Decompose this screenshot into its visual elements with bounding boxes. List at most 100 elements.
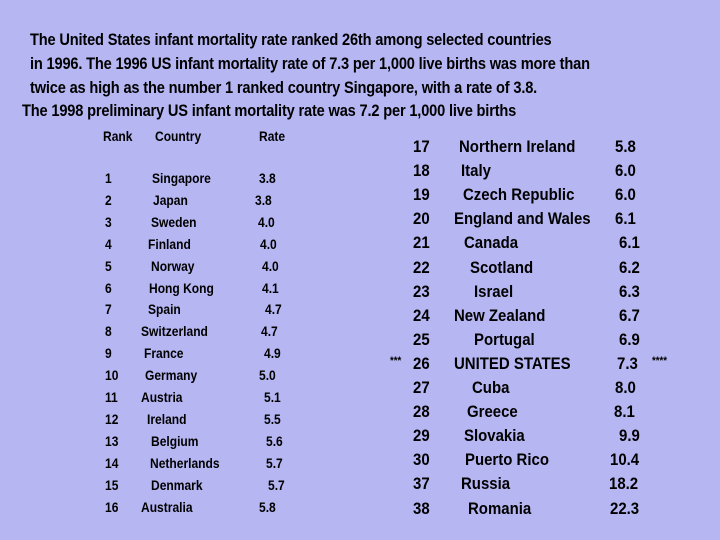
right-rate-cell: 22.3 [610,498,640,518]
intro-line-1: The United States infant mortality rate … [30,30,552,49]
right-country-cell: Portugal [474,329,535,349]
right-country-cell: UNITED STATES [454,353,571,373]
left-rate-cell: 5.7 [268,476,285,493]
intro-line-3: twice as high as the number 1 ranked cou… [30,78,538,97]
right-country-cell: Cuba [472,378,510,397]
left-rate-cell: 5.8 [259,498,276,515]
left-rank-cell: 3 [105,213,112,230]
right-rank-cell: 19 [413,185,430,205]
right-rate-cell: 8.0 [615,378,636,397]
left-country-cell: Japan [153,191,188,208]
left-country-cell: Austria [141,389,183,405]
left-country-cell: Ireland [147,410,187,427]
rate-header: Rate [259,128,286,144]
left-rank-cell: 1 [105,170,112,186]
right-rate-cell: 6.1 [615,209,636,229]
left-rate-cell: 4.0 [260,235,277,252]
intro-line-4: The 1998 preliminary US infant mortality… [22,101,517,120]
left-rank-cell: 8 [105,323,112,340]
left-rank-cell: 6 [105,279,112,296]
country-header: Country [155,128,202,144]
right-rate-cell: 10.4 [610,450,640,470]
right-rank-cell: 22 [413,257,430,277]
left-country-cell: France [144,345,184,362]
right-rank-cell: 26 [413,353,430,373]
left-rank-cell: 15 [105,476,119,493]
left-rank-cell: 14 [105,454,119,471]
right-rate-cell: 5.8 [615,137,636,156]
left-country-cell: Hong Kong [149,279,214,296]
right-rank-cell: 18 [413,161,430,181]
right-country-cell: Canada [464,233,519,253]
left-rate-cell: 4.9 [264,345,281,362]
left-rate-cell: 4.1 [262,279,279,296]
left-rate-cell: 4.0 [258,213,275,230]
right-rank-cell: 24 [413,305,430,325]
right-country-cell: Czech Republic [463,185,575,205]
left-rate-cell: 5.7 [266,454,283,471]
left-rank-cell: 12 [105,410,119,427]
right-country-cell: Puerto Rico [465,450,549,470]
left-country-cell: Belgium [151,432,199,449]
right-rate-cell: 6.0 [615,185,636,205]
left-country-cell: Netherlands [150,454,220,471]
left-rank-cell: 16 [105,498,119,515]
right-country-cell: Russia [461,474,511,494]
left-country-cell: Australia [141,498,193,515]
left-rate-cell: 4.7 [261,323,278,340]
highlight-prefix-mark: *** [390,354,402,367]
right-country-cell: New Zealand [454,305,546,325]
right-rate-cell: 6.7 [619,305,640,325]
left-country-cell: Finland [148,235,191,252]
left-rank-cell: 9 [105,345,112,362]
right-rank-cell: 30 [413,450,430,470]
right-rank-cell: 27 [413,378,430,397]
right-country-cell: Slovakia [464,426,525,446]
left-rate-cell: 5.6 [266,432,283,449]
right-country-cell: Romania [468,498,532,518]
highlight-suffix-mark: **** [652,354,668,367]
left-rate-cell: 4.0 [262,257,279,274]
right-rank-cell: 28 [413,402,430,422]
right-country-cell: Northern Ireland [459,137,576,156]
right-rank-cell: 25 [413,329,430,349]
left-rate-cell: 5.0 [259,367,276,384]
right-rank-cell: 21 [413,233,430,253]
intro-line-2: in 1996. The 1996 US infant mortality ra… [30,54,590,73]
right-rate-cell: 8.1 [614,402,635,422]
right-rank-cell: 38 [413,498,430,518]
left-rank-cell: 7 [105,301,112,318]
right-rate-cell: 6.3 [619,281,640,301]
left-rank-cell: 4 [105,235,112,252]
right-rate-cell: 9.9 [619,426,640,446]
left-rank-cell: 10 [105,367,119,384]
left-country-cell: Singapore [152,170,211,186]
right-country-cell: Italy [461,161,491,181]
right-country-cell: Scotland [470,257,534,277]
right-rank-cell: 23 [413,281,430,301]
rank-header: Rank [103,128,133,144]
right-rate-cell: 6.0 [615,161,636,181]
right-rate-cell: 7.3 [617,353,638,373]
left-rate-cell: 3.8 [259,170,276,186]
right-rank-cell: 20 [413,209,430,229]
left-country-cell: Sweden [151,213,197,230]
left-country-cell: Germany [145,367,198,384]
left-rate-cell: 5.1 [264,389,281,405]
left-rate-cell: 4.7 [265,301,282,318]
right-rank-cell: 37 [413,474,430,494]
left-country-cell: Norway [151,257,195,274]
left-country-cell: Spain [148,301,181,318]
left-rank-cell: 11 [105,389,118,405]
right-country-cell: England and Wales [454,209,591,229]
right-rate-cell: 18.2 [609,474,639,494]
left-rate-cell: 3.8 [255,191,272,208]
right-country-cell: Israel [474,281,514,301]
left-country-cell: Denmark [151,476,203,493]
right-rate-cell: 6.2 [619,257,640,277]
left-rank-cell: 13 [105,432,119,449]
right-rank-cell: 17 [413,137,430,156]
left-rate-cell: 5.5 [264,410,281,427]
right-rate-cell: 6.9 [619,329,640,349]
right-country-cell: Greece [467,402,518,422]
